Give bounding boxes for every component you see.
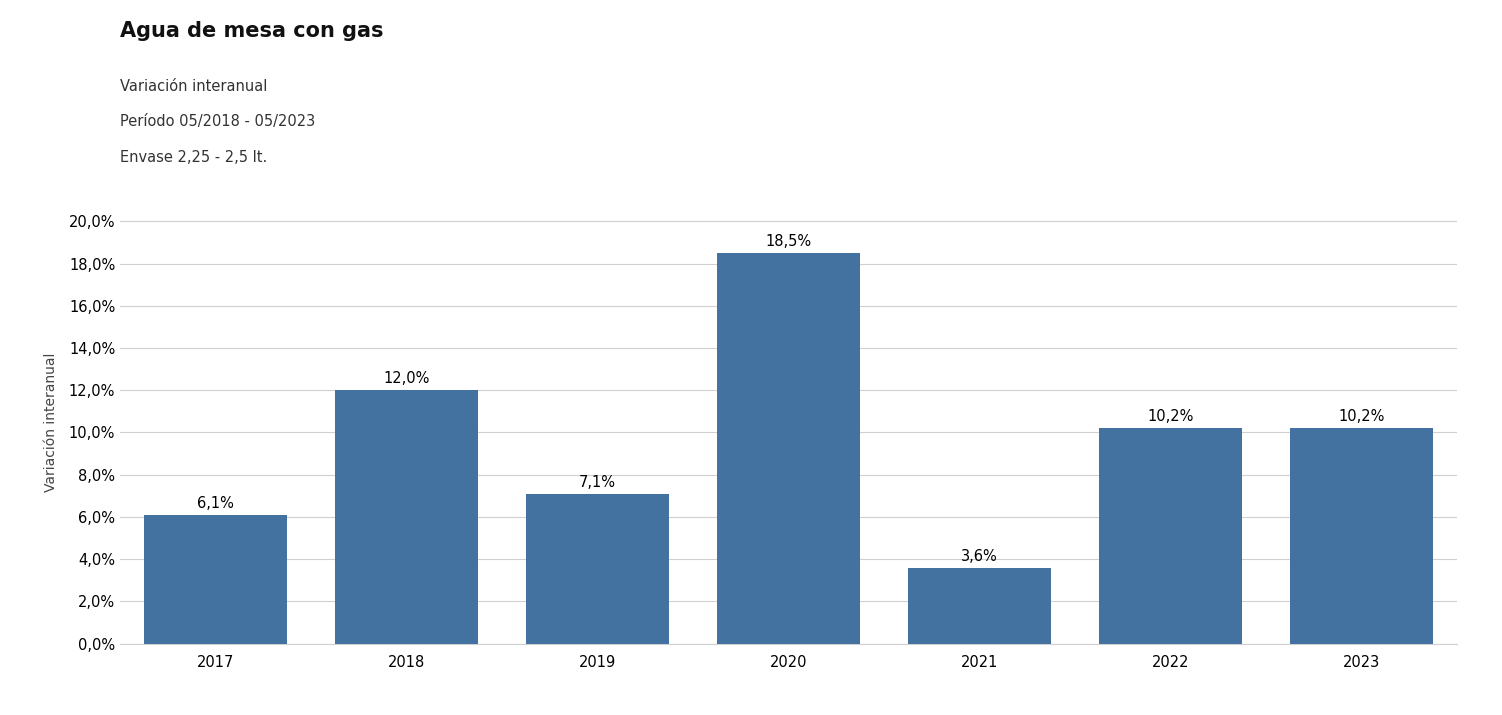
Text: 12,0%: 12,0% [383,371,430,386]
Y-axis label: Variación interanual: Variación interanual [44,352,57,491]
Text: 18,5%: 18,5% [766,235,811,249]
Text: Variación interanual: Variación interanual [120,79,267,94]
Text: Período 05/2018 - 05/2023: Período 05/2018 - 05/2023 [120,114,315,129]
Bar [907,568,1051,644]
Bar [335,390,478,644]
Text: 3,6%: 3,6% [961,548,997,563]
Text: 10,2%: 10,2% [1148,410,1194,425]
Bar [144,515,287,644]
Bar [526,493,670,644]
Text: 7,1%: 7,1% [580,475,616,490]
Bar [1099,428,1242,644]
Text: Agua de mesa con gas: Agua de mesa con gas [120,21,383,41]
Text: 6,1%: 6,1% [197,496,234,511]
Bar [1290,428,1433,644]
Text: 10,2%: 10,2% [1338,410,1385,425]
Text: Envase 2,25 - 2,5 lt.: Envase 2,25 - 2,5 lt. [120,150,267,165]
Bar [716,253,861,644]
